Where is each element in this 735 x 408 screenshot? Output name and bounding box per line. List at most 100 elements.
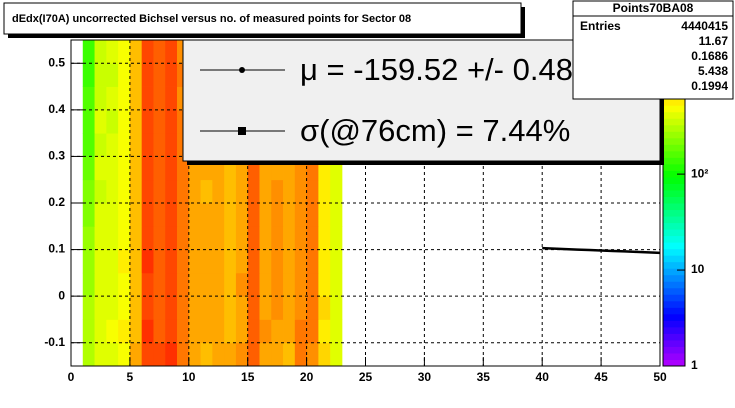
heat-cell — [188, 226, 201, 250]
stats-value: 0.1994 — [691, 79, 728, 93]
heat-cell — [235, 272, 249, 297]
heat-cell — [235, 203, 249, 227]
x-tick-label: 45 — [594, 370, 608, 384]
heat-cell — [106, 342, 119, 367]
palette-step — [663, 326, 685, 334]
palette-step — [663, 189, 685, 197]
palette-step — [663, 268, 685, 276]
heat-cell — [165, 319, 178, 344]
profile-line — [542, 246, 661, 255]
heat-cell — [224, 179, 237, 204]
palette-step — [663, 157, 685, 165]
heat-cell — [330, 319, 343, 344]
heat-cell — [259, 342, 272, 367]
palette-step — [663, 242, 685, 250]
heat-cell — [330, 226, 343, 250]
heat-cell — [118, 179, 131, 204]
heat-cell — [129, 272, 143, 297]
heat-cell — [259, 226, 272, 250]
heat-cell — [259, 203, 272, 227]
palette-step — [663, 346, 685, 354]
heat-cell — [271, 342, 284, 367]
heat-cell — [271, 272, 284, 297]
heat-cell — [165, 86, 178, 111]
heat-cell — [153, 133, 166, 157]
heat-cell — [200, 272, 213, 297]
heat-cell — [141, 156, 154, 181]
heat-cell — [294, 296, 307, 320]
heat-cell — [129, 203, 143, 227]
stats-value: 0.1686 — [691, 49, 728, 63]
heat-cell — [82, 342, 95, 367]
heat-cell — [153, 249, 166, 274]
x-tick-label: 0 — [68, 370, 75, 384]
heat-cell — [129, 296, 143, 320]
heat-cell — [212, 179, 225, 204]
heat-cell — [247, 342, 260, 367]
heat-cell — [82, 156, 95, 181]
heat-cell — [94, 63, 107, 87]
heat-cell — [212, 249, 225, 274]
heat-cell — [129, 86, 143, 111]
heat-cell — [82, 179, 95, 204]
heat-cell — [283, 249, 296, 274]
heat-cell — [212, 272, 225, 297]
palette-step — [663, 144, 685, 152]
x-tick-label: 30 — [418, 370, 432, 384]
heat-cell — [129, 133, 143, 157]
heat-cell — [106, 249, 119, 274]
heat-cell — [318, 203, 331, 227]
heat-cell — [188, 342, 201, 367]
heat-cell — [188, 319, 201, 344]
heat-cell — [94, 319, 107, 344]
heat-cell — [141, 226, 154, 250]
heat-cell — [283, 319, 296, 344]
heat-cell — [306, 272, 319, 297]
y-tick-label: 0.3 — [48, 149, 65, 163]
x-tick-label: 5 — [127, 370, 134, 384]
heat-cell — [94, 133, 107, 157]
heat-cell — [106, 319, 119, 344]
heat-cell — [94, 179, 107, 204]
heat-cell — [153, 179, 166, 204]
palette-step — [663, 137, 685, 145]
heat-cell — [177, 179, 190, 204]
heat-cell — [118, 109, 131, 134]
heat-cell — [235, 319, 249, 344]
x-tick-label: 25 — [359, 370, 373, 384]
heat-cell — [200, 342, 213, 367]
heat-cell — [153, 272, 166, 297]
heat-cell — [318, 249, 331, 274]
palette-step — [663, 150, 685, 158]
heat-cell — [141, 63, 154, 87]
heat-cell — [106, 203, 119, 227]
heat-cell — [82, 226, 95, 250]
heat-cell — [141, 249, 154, 274]
heat-cell — [318, 342, 331, 367]
palette-step — [663, 300, 685, 308]
heat-cell — [94, 203, 107, 227]
heat-cell — [165, 156, 178, 181]
heat-cell — [283, 342, 296, 367]
heat-cell — [306, 296, 319, 320]
heat-cell — [306, 203, 319, 227]
heat-cell — [259, 319, 272, 344]
heat-cell — [212, 342, 225, 367]
heat-cell — [271, 296, 284, 320]
heat-cell — [129, 249, 143, 274]
heat-cell — [165, 63, 178, 87]
heat-cell — [118, 86, 131, 111]
heat-cell — [330, 272, 343, 297]
heat-cell — [118, 226, 131, 250]
palette-step — [663, 216, 685, 224]
heat-cell — [165, 226, 178, 250]
x-tick-label: 15 — [241, 370, 255, 384]
legend-text: μ = -159.52 +/- 0.48 % — [300, 52, 609, 87]
heat-cell — [141, 296, 154, 320]
heat-cell — [259, 272, 272, 297]
heat-cell — [318, 226, 331, 250]
heat-cell — [271, 319, 284, 344]
heat-cell — [200, 296, 213, 320]
heat-cell — [153, 63, 166, 87]
